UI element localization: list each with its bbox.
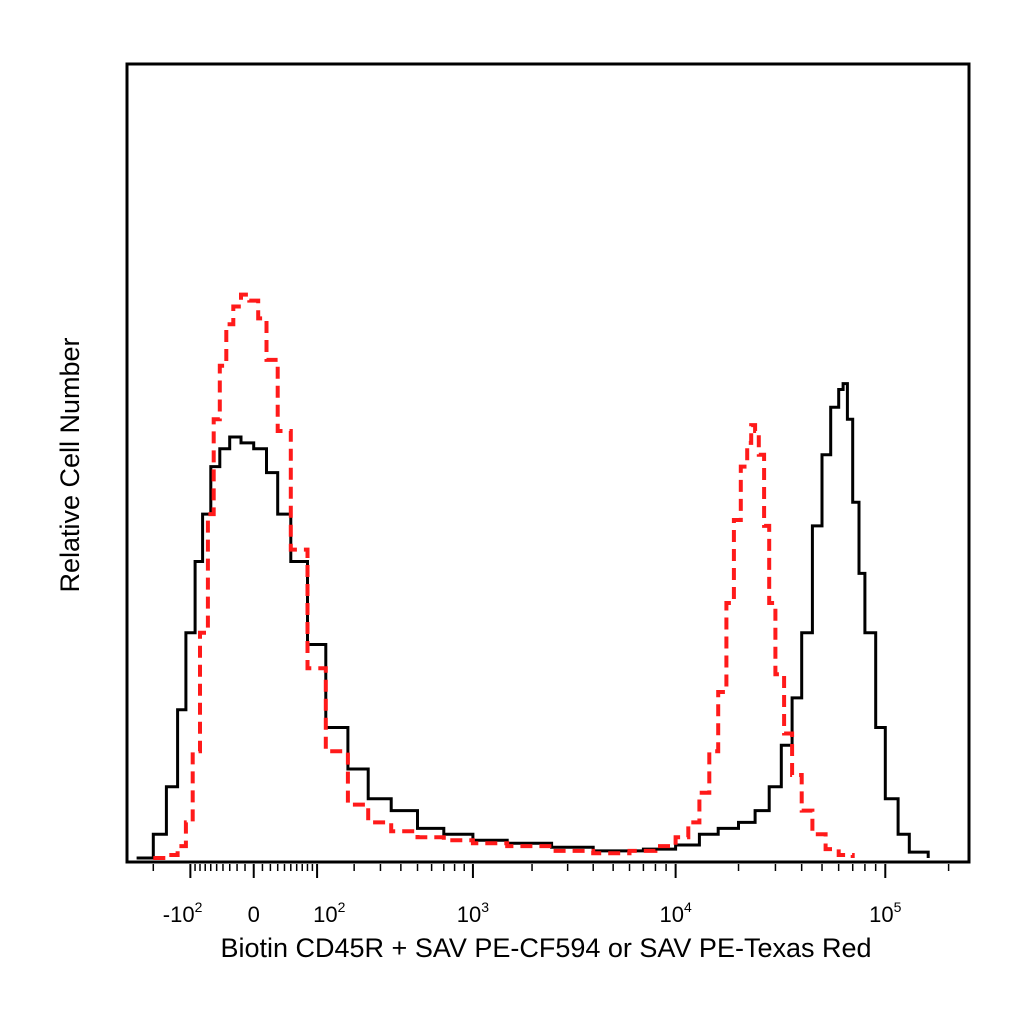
x-tick-label: 0	[248, 902, 260, 927]
x-tick-label: 103	[457, 899, 489, 927]
x-tick-label: -102	[163, 899, 203, 927]
x-axis-label: Biotin CD45R + SAV PE-CF594 or SAV PE-Te…	[220, 933, 871, 963]
y-axis-label: Relative Cell Number	[55, 337, 85, 592]
x-axis-ticks: -102 0 102 103 104 105	[152, 864, 950, 927]
series-line-2	[153, 292, 855, 860]
x-tick-label: 104	[659, 899, 691, 927]
x-tick-label: 105	[869, 899, 901, 927]
x-tick-label: 102	[313, 899, 345, 927]
series-line-1	[136, 382, 930, 860]
series-layer	[136, 292, 930, 860]
plot-frame	[125, 62, 971, 864]
